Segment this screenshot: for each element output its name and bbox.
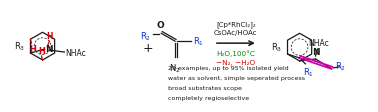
Text: R$_2$: R$_2$ (140, 30, 151, 42)
Text: N: N (312, 48, 319, 56)
Text: R$_3$: R$_3$ (14, 41, 26, 53)
Text: water as solvent, simple seperated process: water as solvent, simple seperated proce… (168, 75, 305, 80)
Text: [Cp*RhCl₂]₂: [Cp*RhCl₂]₂ (216, 21, 256, 28)
Text: O: O (156, 21, 164, 30)
Text: N: N (45, 44, 53, 53)
Text: R$_1$: R$_1$ (193, 36, 204, 48)
Text: H: H (46, 32, 53, 41)
Text: H: H (29, 45, 36, 54)
Text: CsOAc/HOAc: CsOAc/HOAc (214, 30, 257, 36)
Text: NHAc: NHAc (308, 39, 329, 48)
Text: +: + (143, 41, 153, 54)
Text: 29 examples, up to 95% isolated yield: 29 examples, up to 95% isolated yield (168, 65, 289, 70)
Text: completely regioselective: completely regioselective (168, 95, 249, 100)
Text: N$_2$: N$_2$ (169, 62, 181, 75)
Text: R$_2$: R$_2$ (335, 60, 347, 72)
Text: H: H (38, 47, 45, 56)
Text: NHAc: NHAc (65, 48, 86, 57)
Text: R$_3$: R$_3$ (271, 41, 283, 54)
Text: broad substrates scope: broad substrates scope (168, 85, 242, 90)
Text: −N₂, −H₂O: −N₂, −H₂O (216, 59, 256, 65)
Text: H₂O,100°C: H₂O,100°C (216, 50, 255, 56)
Text: R$_1$: R$_1$ (304, 66, 314, 79)
